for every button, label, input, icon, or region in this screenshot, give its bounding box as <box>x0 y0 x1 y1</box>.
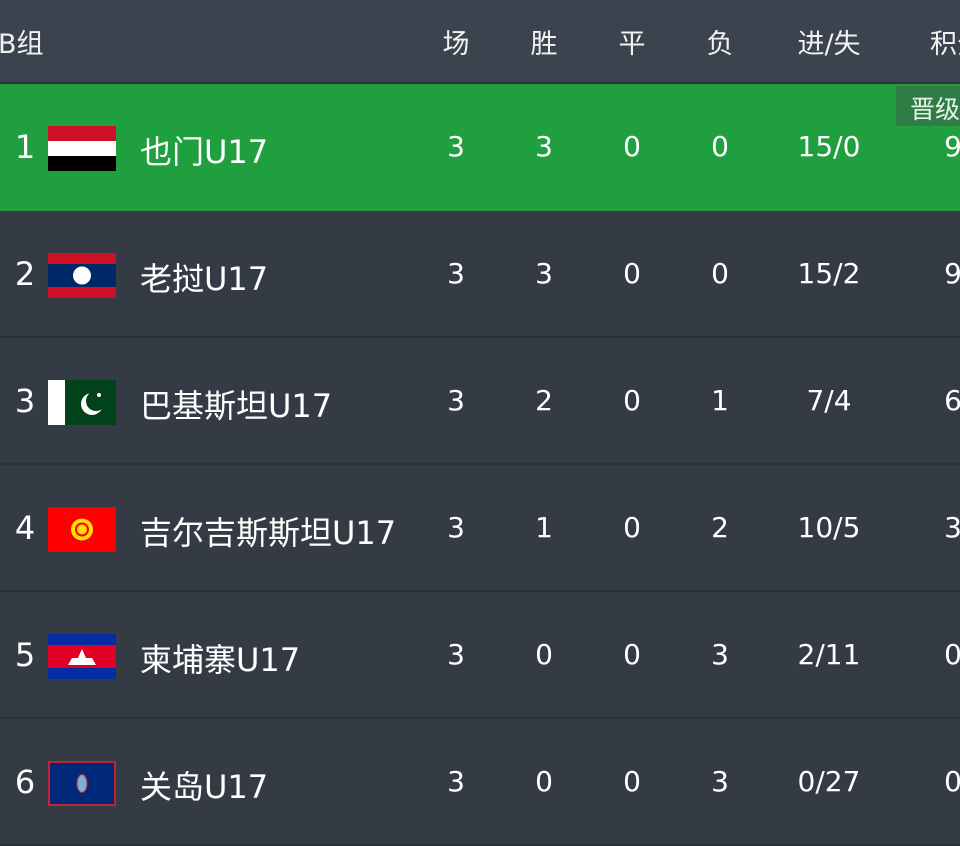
points-value: 6 <box>944 384 960 417</box>
team-name[interactable]: 关岛U17 <box>140 768 269 806</box>
played-value: 3 <box>447 384 465 417</box>
table-row[interactable]: 1 也门U17 3 3 0 0 15/0 9 晋级 <box>0 84 960 211</box>
lost-value: 0 <box>711 130 729 163</box>
drawn-value: 0 <box>623 257 641 290</box>
team-name[interactable]: 老挝U17 <box>140 260 269 298</box>
points-value: 9 <box>944 257 960 290</box>
laos-flag-icon <box>48 253 116 298</box>
team-name[interactable]: 巴基斯坦U17 <box>140 387 333 425</box>
table-row[interactable]: 5 柬埔寨U17 3 0 0 3 2/11 0 <box>0 592 960 719</box>
played-value: 3 <box>447 638 465 671</box>
won-value: 0 <box>535 765 553 798</box>
group-title: B组 <box>0 29 44 60</box>
qualified-badge: 晋级 <box>896 86 960 126</box>
lost-value: 1 <box>711 384 729 417</box>
rank: 5 <box>14 636 36 674</box>
cambodia-flag-icon <box>48 634 116 679</box>
col-points: 积分 <box>930 29 960 60</box>
won-value: 0 <box>535 638 553 671</box>
table-row[interactable]: 2 老挝U17 3 3 0 0 15/2 9 <box>0 211 960 338</box>
goals-value: 15/0 <box>797 130 861 163</box>
lost-value: 0 <box>711 257 729 290</box>
table-row[interactable]: 3 巴基斯坦U17 3 2 0 1 7/4 6 <box>0 338 960 465</box>
col-won: 胜 <box>530 29 558 60</box>
col-lost: 负 <box>706 29 734 60</box>
team-name[interactable]: 也门U17 <box>140 133 269 171</box>
rank: 6 <box>14 763 36 801</box>
rank: 4 <box>14 509 36 547</box>
kyrgyzstan-flag-icon <box>48 507 116 552</box>
team-name[interactable]: 柬埔寨U17 <box>140 641 301 679</box>
yemen-flag-icon <box>48 126 116 171</box>
played-value: 3 <box>447 130 465 163</box>
points-value: 9 <box>944 130 960 163</box>
played-value: 3 <box>447 511 465 544</box>
rank: 2 <box>14 255 36 293</box>
pakistan-flag-icon <box>48 380 116 425</box>
drawn-value: 0 <box>623 511 641 544</box>
col-goals: 进/失 <box>797 29 861 60</box>
won-value: 3 <box>535 130 553 163</box>
points-value: 0 <box>944 638 960 671</box>
lost-value: 3 <box>711 638 729 671</box>
drawn-value: 0 <box>623 765 641 798</box>
points-value: 3 <box>944 511 960 544</box>
won-value: 2 <box>535 384 553 417</box>
drawn-value: 0 <box>623 638 641 671</box>
goals-value: 2/11 <box>797 638 861 671</box>
played-value: 3 <box>447 765 465 798</box>
lost-value: 2 <box>711 511 729 544</box>
points-value: 0 <box>944 765 960 798</box>
goals-value: 0/27 <box>797 765 861 798</box>
table-header: B组 场 胜 平 负 进/失 积分 <box>0 0 960 84</box>
drawn-value: 0 <box>623 384 641 417</box>
guam-flag-icon <box>48 761 116 806</box>
team-name[interactable]: 吉尔吉斯斯坦U17 <box>140 514 397 552</box>
lost-value: 3 <box>711 765 729 798</box>
table-row[interactable]: 6 关岛U17 3 0 0 3 0/27 0 <box>0 719 960 846</box>
won-value: 1 <box>535 511 553 544</box>
goals-value: 7/4 <box>806 384 852 417</box>
col-played: 场 <box>442 29 470 60</box>
played-value: 3 <box>447 257 465 290</box>
drawn-value: 0 <box>623 130 641 163</box>
goals-value: 15/2 <box>797 257 861 290</box>
table-row[interactable]: 4 吉尔吉斯斯坦U17 3 1 0 2 10/5 3 <box>0 465 960 592</box>
rank: 3 <box>14 382 36 420</box>
goals-value: 10/5 <box>797 511 861 544</box>
col-drawn: 平 <box>618 29 646 60</box>
rank: 1 <box>14 128 36 166</box>
won-value: 3 <box>535 257 553 290</box>
